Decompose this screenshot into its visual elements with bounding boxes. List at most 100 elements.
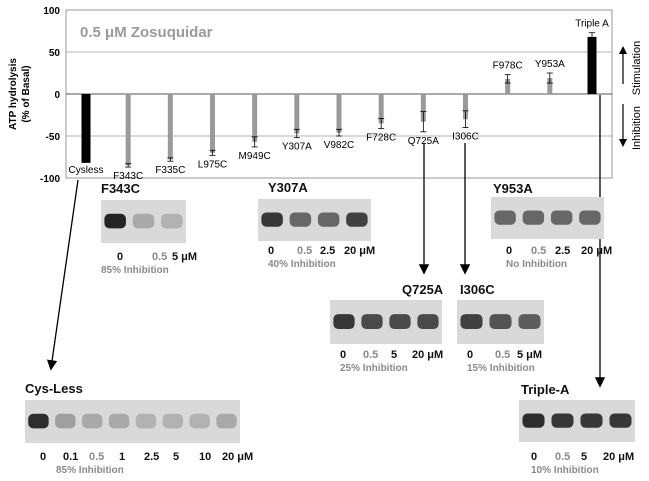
bars bbox=[81, 32, 597, 168]
inhibition-label-y307a: 40% Inhibition bbox=[268, 259, 336, 270]
lane-label: 0 bbox=[531, 451, 538, 463]
lane-label: 5 bbox=[173, 451, 180, 463]
blot-title-q725a: Q725A bbox=[402, 282, 444, 297]
lane-label: 20 μM bbox=[222, 451, 254, 463]
blot-background bbox=[25, 400, 240, 443]
blot-band bbox=[289, 212, 312, 227]
blot-band bbox=[81, 413, 103, 429]
bar bbox=[463, 94, 468, 120]
y-tick-labels: 100 50 0 -50 -100 bbox=[40, 6, 60, 185]
category-labels: Cysless F343C F335C L975C M949C Y307A V982C F72… bbox=[68, 19, 609, 182]
category-label: Triple A bbox=[575, 19, 609, 30]
y-tick-label: -100 bbox=[40, 174, 60, 185]
category-label: Cysless bbox=[68, 165, 103, 176]
bar bbox=[210, 94, 215, 153]
y-tick-label: 50 bbox=[49, 48, 61, 59]
lane-label: 0 bbox=[467, 349, 474, 361]
category-label: Q725A bbox=[408, 136, 439, 147]
blot-band bbox=[489, 314, 512, 330]
bar bbox=[547, 78, 553, 94]
bar bbox=[587, 36, 597, 94]
lane-label: 2.5 bbox=[144, 451, 160, 463]
blot-band bbox=[522, 210, 545, 225]
lane-label: 0.5 bbox=[555, 451, 571, 463]
lane-label: 5 μM bbox=[172, 251, 198, 263]
blot-band bbox=[28, 413, 49, 429]
lane-label: 5 bbox=[391, 349, 398, 361]
blot-band bbox=[361, 314, 383, 330]
blot-title-y953a: Y953A bbox=[493, 181, 533, 196]
blot-band bbox=[460, 314, 483, 330]
blot-image-cys-less bbox=[25, 400, 240, 443]
blot-title-triple-a: Triple-A bbox=[521, 382, 570, 397]
blot-band bbox=[216, 413, 237, 429]
blot-title-i306c: I306C bbox=[460, 282, 495, 297]
bar bbox=[505, 78, 511, 94]
bar bbox=[125, 94, 131, 166]
blot-band bbox=[346, 212, 368, 227]
lane-label: 0.5 bbox=[531, 245, 547, 257]
blot-band bbox=[550, 210, 573, 225]
blot-image-i306c bbox=[457, 300, 544, 344]
inhibition-label-i306c: 15% Inhibition bbox=[467, 363, 535, 374]
blot-image-triple-a bbox=[519, 400, 635, 442]
lane-label: 0 bbox=[117, 251, 124, 263]
bar-chart: 100 50 0 -50 -100 ATP hydrolysis (% of Basal… bbox=[8, 6, 643, 185]
blot-band bbox=[518, 314, 541, 330]
category-label: L975C bbox=[198, 159, 227, 170]
lane-label: 5 bbox=[581, 451, 588, 463]
lane-label: 0.1 bbox=[63, 451, 79, 463]
lane-label: 2.5 bbox=[555, 245, 571, 257]
lane-label: 0.5 bbox=[89, 451, 105, 463]
blot-band bbox=[579, 210, 601, 225]
category-label: F343C bbox=[113, 171, 143, 182]
blot-band bbox=[261, 212, 283, 227]
lane-label: 20 μM bbox=[412, 349, 444, 361]
lane-label: 0.5 bbox=[495, 349, 511, 361]
blot-band bbox=[580, 413, 603, 428]
bar bbox=[252, 94, 258, 142]
lane-label: 0.5 bbox=[363, 349, 379, 361]
lane-label: 20 μM bbox=[581, 245, 613, 257]
inhibition-label-cys-less: 85% Inhibition bbox=[56, 465, 124, 476]
blot-band bbox=[551, 413, 574, 428]
category-label: F335C bbox=[155, 165, 185, 176]
blot-band bbox=[104, 213, 126, 229]
y-axis-label: ATP hydrolysis bbox=[8, 58, 19, 130]
blot-band bbox=[522, 413, 545, 428]
lane-label: 0 bbox=[40, 451, 47, 463]
inhibition-label-y953a: No Inhibition bbox=[506, 259, 568, 270]
category-label: F978C bbox=[493, 61, 523, 72]
blot-band bbox=[317, 212, 340, 227]
blot-band bbox=[333, 314, 355, 330]
blot-image-q725a bbox=[330, 300, 442, 344]
blot-band bbox=[108, 413, 130, 429]
bar bbox=[420, 94, 426, 122]
blot-band bbox=[417, 314, 439, 330]
y-axis-label-unit: (% of Basal) bbox=[21, 65, 32, 122]
blot-band bbox=[55, 413, 76, 429]
bar bbox=[167, 94, 173, 160]
category-label: M949C bbox=[239, 151, 271, 162]
blot-band bbox=[161, 213, 183, 229]
chart-title: 0.5 μM Zosuquidar bbox=[80, 24, 213, 41]
y-tick-label: 0 bbox=[54, 90, 60, 101]
lane-label: 0.5 bbox=[297, 245, 313, 257]
lane-label: 0 bbox=[268, 245, 275, 257]
blot-band bbox=[389, 314, 411, 330]
blot-band bbox=[189, 413, 210, 429]
category-label: Y953A bbox=[535, 59, 565, 70]
inhibition-label-triple-a: 10% Inhibition bbox=[531, 465, 599, 476]
blot-title-y307a: Y307A bbox=[268, 180, 308, 195]
blot-band bbox=[162, 413, 184, 429]
lane-label: 10 bbox=[199, 451, 212, 463]
inhibition-arrow-head bbox=[619, 139, 627, 147]
bar bbox=[81, 94, 91, 163]
y-tick-label: 100 bbox=[43, 6, 60, 17]
category-label: Y307A bbox=[282, 142, 312, 153]
category-label: F728C bbox=[366, 132, 396, 143]
stimulation-arrow-head bbox=[619, 46, 627, 54]
bar bbox=[378, 94, 384, 124]
blot-band bbox=[135, 413, 157, 429]
blot-title-f343c: F343C bbox=[101, 181, 141, 196]
